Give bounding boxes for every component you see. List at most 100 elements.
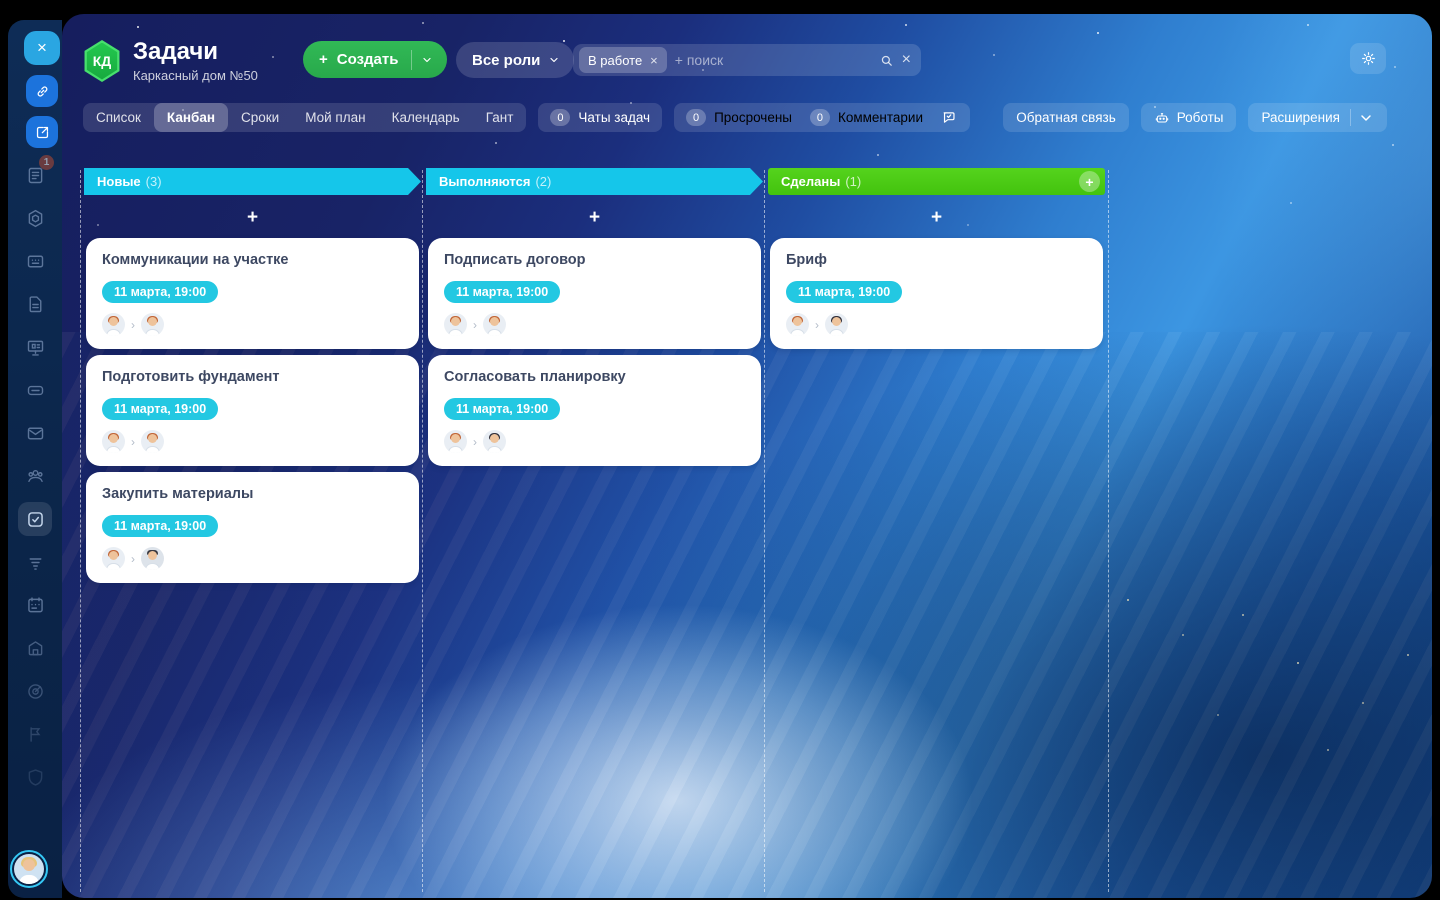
user-avatar[interactable]	[10, 850, 48, 888]
tasks-icon[interactable]	[18, 502, 52, 536]
task-title: Согласовать планировку	[444, 369, 626, 385]
video-meetings-icon[interactable]	[18, 244, 52, 278]
copy-link-button[interactable]	[26, 75, 58, 107]
task-card[interactable]: Коммуникации на участке 11 марта, 19:00 …	[86, 238, 419, 349]
main-panel: КД Задачи Каркасный дом №50 + Создать Вс…	[62, 14, 1432, 898]
column-name: Выполняются	[439, 174, 531, 189]
overdue-counter[interactable]: 0 Просрочены	[686, 109, 792, 126]
assignee-avatar[interactable]	[825, 313, 848, 336]
plus-icon: +	[319, 51, 328, 68]
remove-filter-icon[interactable]: ×	[650, 52, 658, 68]
planner-icon[interactable]	[18, 588, 52, 622]
arrow-separator: ›	[131, 434, 135, 449]
task-chats-counter[interactable]: 0 Чаты задач	[538, 103, 663, 132]
assignee-avatar[interactable]	[483, 313, 506, 336]
task-card[interactable]: Согласовать планировку 11 марта, 19:00 ›	[428, 355, 761, 466]
search-bar[interactable]: В работе × ×	[573, 44, 921, 76]
tab-my-plan[interactable]: Мой план	[305, 110, 366, 125]
hexagon-icon[interactable]	[18, 201, 52, 235]
assignee-avatar[interactable]	[141, 313, 164, 336]
view-toolbar: Список Канбан Сроки Мой план Календарь Г…	[83, 103, 1387, 132]
crm-funnel-icon[interactable]	[18, 545, 52, 579]
page-header: КД Задачи Каркасный дом №50 + Создать Вс…	[83, 38, 1387, 83]
column-header-in-progress[interactable]: Выполняются (2)	[426, 168, 763, 195]
due-date-badge: 11 марта, 19:00	[444, 281, 561, 303]
project-badge[interactable]: КД	[83, 40, 121, 82]
search-input[interactable]	[666, 52, 879, 68]
overdue-count: 0	[686, 109, 707, 126]
shield-icon[interactable]	[18, 760, 52, 794]
assignees: ›	[102, 430, 403, 453]
column-done: Сделаны (1) + + Бриф 11 марта, 19:00 ›	[764, 168, 1109, 898]
column-count: (1)	[845, 174, 862, 189]
newsfeed-icon[interactable]: 1	[18, 155, 54, 192]
task-card[interactable]: Бриф 11 марта, 19:00 ›	[770, 238, 1103, 349]
arrow-separator: ›	[473, 317, 477, 332]
flag-icon[interactable]	[18, 717, 52, 751]
chevron-down-icon	[550, 57, 558, 63]
creator-avatar[interactable]	[102, 313, 125, 336]
add-card-button[interactable]: +	[588, 207, 601, 228]
task-title: Подписать договор	[444, 252, 586, 268]
avatar	[14, 854, 44, 884]
tab-list[interactable]: Список	[96, 110, 141, 125]
storage-icon[interactable]	[18, 631, 52, 665]
page-title: Задачи	[133, 38, 219, 66]
task-card[interactable]: Подписать договор 11 марта, 19:00 ›	[428, 238, 761, 349]
chevron-down-icon	[1361, 114, 1371, 121]
arrow-separator: ›	[473, 434, 477, 449]
create-button-label: Создать	[336, 51, 399, 68]
column-in-progress: Выполняются (2) + Подписать договор 11 м…	[422, 168, 763, 898]
notification-badge: 1	[39, 155, 54, 170]
close-panel-button[interactable]: ×	[24, 31, 60, 65]
create-button[interactable]: + Создать	[303, 41, 448, 78]
task-card[interactable]: Закупить материалы 11 марта, 19:00 ›	[86, 472, 419, 583]
mail-icon[interactable]	[18, 416, 52, 450]
creator-avatar[interactable]	[444, 430, 467, 453]
close-icon: ×	[37, 38, 47, 57]
creator-avatar[interactable]	[444, 313, 467, 336]
filter-chip[interactable]: В работе ×	[579, 47, 667, 73]
assignee-avatar[interactable]	[483, 430, 506, 453]
chat-check-icon[interactable]	[941, 109, 958, 126]
column-header-new[interactable]: Новые (3)	[84, 168, 421, 195]
column-header-done[interactable]: Сделаны (1) +	[768, 168, 1105, 195]
extensions-dropdown[interactable]: Расширения	[1248, 103, 1387, 132]
document-icon[interactable]	[18, 287, 52, 321]
external-link-icon	[36, 126, 48, 138]
creator-avatar[interactable]	[102, 430, 125, 453]
whiteboard-icon[interactable]	[18, 330, 52, 364]
drive-icon[interactable]	[18, 373, 52, 407]
left-sidebar: 1	[8, 20, 62, 898]
settings-button[interactable]	[1350, 43, 1386, 74]
clear-search-icon[interactable]: ×	[901, 51, 911, 68]
search-icon[interactable]	[879, 53, 894, 68]
add-card-button[interactable]: +	[246, 207, 259, 228]
stars-background	[62, 14, 64, 16]
comments-counter[interactable]: 0 Комментарии	[809, 109, 923, 126]
robots-button[interactable]: Роботы	[1140, 103, 1237, 132]
tab-gantt[interactable]: Гант	[485, 110, 514, 125]
extensions-label: Расширения	[1261, 110, 1340, 125]
feedback-button[interactable]: Обратная связь	[1003, 103, 1129, 132]
assignee-avatar[interactable]	[141, 430, 164, 453]
due-date-badge: 11 марта, 19:00	[102, 398, 219, 420]
column-new: Новые (3) + Коммуникации на участке 11 м…	[80, 168, 421, 898]
roles-dropdown[interactable]: Все роли	[456, 42, 575, 78]
open-in-new-button[interactable]	[26, 116, 58, 148]
column-count: (3)	[145, 174, 162, 189]
task-card[interactable]: Подготовить фундамент 11 марта, 19:00 ›	[86, 355, 419, 466]
tab-calendar[interactable]: Календарь	[391, 110, 460, 125]
creator-avatar[interactable]	[102, 547, 125, 570]
tab-kanban[interactable]: Канбан	[153, 103, 228, 132]
assignee-avatar[interactable]	[141, 547, 164, 570]
tab-deadlines[interactable]: Сроки	[241, 110, 280, 125]
creator-avatar[interactable]	[786, 313, 809, 336]
add-card-button[interactable]: +	[930, 207, 943, 228]
add-column-button[interactable]: +	[1079, 171, 1100, 192]
people-icon[interactable]	[18, 459, 52, 493]
target-icon[interactable]	[18, 674, 52, 708]
arrow-separator: ›	[131, 551, 135, 566]
project-badge-label: КД	[92, 53, 112, 69]
assignees: ›	[444, 430, 745, 453]
